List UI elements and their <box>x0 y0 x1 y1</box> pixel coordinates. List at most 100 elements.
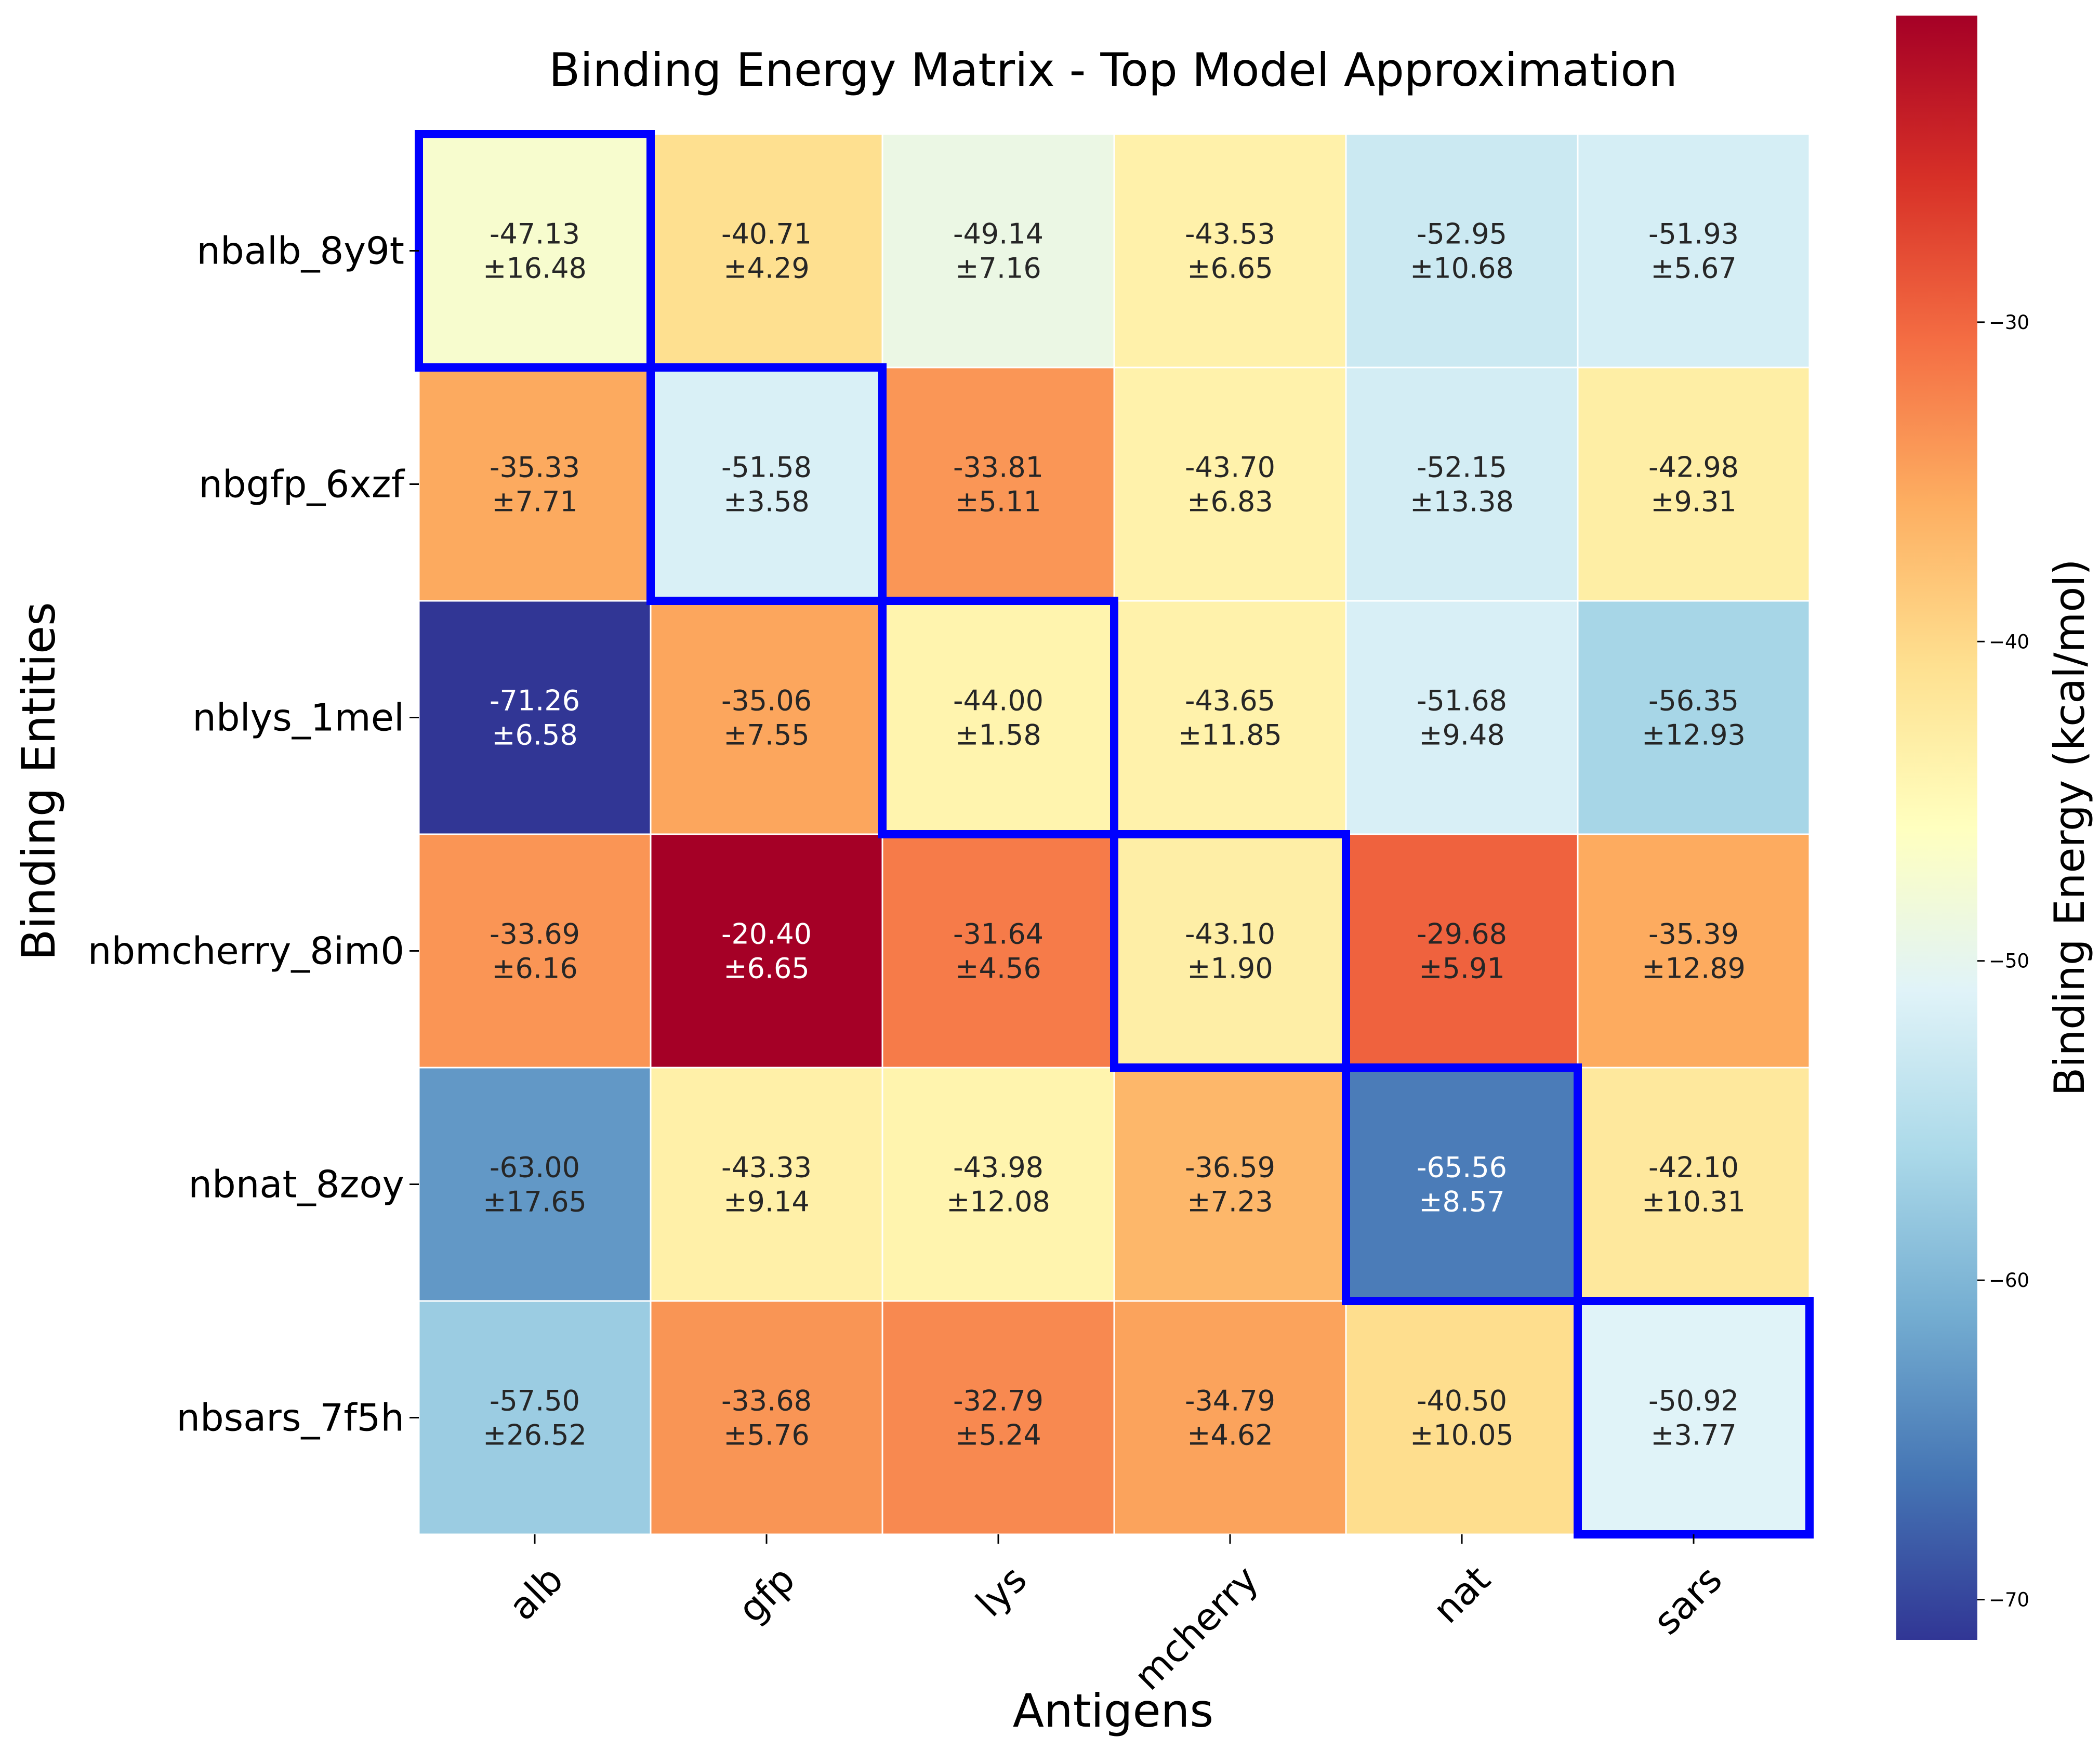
x-tick-label-group: mcherry <box>1126 1557 1267 1699</box>
heatmap-cell <box>650 833 883 1069</box>
heatmap-cell-labels: -47.13±16.48 -40.71±4.29 -49.14±7.16 -43.53… <box>483 218 1746 1452</box>
cell-error: ±10.31 <box>1642 1186 1746 1218</box>
cell-value: -42.10 <box>1648 1151 1739 1184</box>
cell-error: ±12.93 <box>1642 719 1746 752</box>
cell-value: -40.50 <box>1417 1385 1507 1417</box>
cell-error: ±4.56 <box>955 952 1041 985</box>
heatmap-cell <box>881 133 1115 369</box>
cell-error: ±9.14 <box>723 1186 809 1218</box>
cell-error: ±10.68 <box>1410 252 1514 285</box>
heatmap-cell <box>1345 133 1579 369</box>
cell-value: -44.00 <box>953 685 1044 717</box>
y-tick-label: nbgfp_6xzf <box>199 463 405 506</box>
colorbar-tick-label: −70 <box>1989 1589 2029 1611</box>
heatmap-cell <box>1577 133 1811 369</box>
heatmap-cell <box>1113 1300 1347 1535</box>
cell-error: ±5.67 <box>1650 252 1736 285</box>
x-tick-label: nat <box>1424 1557 1499 1632</box>
cell-error: ±3.58 <box>723 485 809 518</box>
cell-value: -71.26 <box>490 685 580 717</box>
diagonal-highlight-box <box>878 597 1118 838</box>
cell-error: ±12.89 <box>1642 952 1746 985</box>
x-tick-label-group: lys <box>967 1557 1035 1625</box>
cell-value: -34.79 <box>1185 1385 1275 1417</box>
cell-value: -43.98 <box>953 1151 1044 1184</box>
x-tick-label: sars <box>1645 1557 1731 1643</box>
cell-error: ±12.08 <box>946 1186 1050 1218</box>
cell-value: -33.81 <box>953 451 1044 484</box>
heatmap-cell <box>418 366 652 602</box>
colorbar-tick-label: −60 <box>1989 1269 2029 1292</box>
cell-value: -65.56 <box>1417 1151 1507 1184</box>
heatmap-cell <box>418 1300 652 1535</box>
cell-error: ±6.83 <box>1187 485 1273 518</box>
y-tick-label: nbalb_8y9t <box>196 229 404 273</box>
cell-error: ±7.23 <box>1187 1186 1273 1218</box>
cell-value: -40.71 <box>721 218 812 251</box>
svg-text:Binding Entities: Binding Entities <box>12 602 65 961</box>
y-tick-label: nbsars_7f5h <box>176 1396 404 1440</box>
heatmap-cell <box>881 833 1115 1069</box>
cell-error: ±10.05 <box>1410 1419 1514 1452</box>
x-tick-label: mcherry <box>1126 1557 1267 1699</box>
y-axis-ticks: nbalb_8y9t nbgfp_6xzf nblys_1mel nbmcherry_… <box>88 229 419 1440</box>
cell-value: -33.68 <box>721 1385 812 1417</box>
x-tick-label-group: nat <box>1424 1557 1499 1632</box>
heatmap-cell <box>1113 133 1347 369</box>
heatmap-cell <box>1577 833 1811 1069</box>
cell-value: -33.69 <box>490 918 580 951</box>
colorbar-ticks: −30 −40 −50 −60 −70 <box>1977 311 2029 1611</box>
colorbar-tick-label: −40 <box>1989 630 2029 653</box>
heatmap-cell <box>418 833 652 1069</box>
cell-error: ±6.65 <box>723 952 809 985</box>
heatmap-cell <box>650 1300 883 1535</box>
cell-value: -31.64 <box>953 918 1044 951</box>
diagonal-highlights <box>415 130 1814 1538</box>
heatmap-cell <box>1577 1067 1811 1302</box>
cell-value: -43.33 <box>721 1151 812 1184</box>
x-tick-label-group: gfp <box>730 1557 803 1631</box>
diagonal-highlight-box <box>1110 830 1350 1072</box>
heatmap-cell <box>1345 1067 1579 1302</box>
heatmap-cell <box>881 1300 1115 1535</box>
x-tick-label: alb <box>500 1557 572 1628</box>
colorbar-label: Binding Energy (kcal/mol) <box>2045 559 2094 1096</box>
x-tick-label-group: sars <box>1645 1557 1731 1643</box>
cell-error: ±1.90 <box>1187 952 1273 985</box>
cell-value: -56.35 <box>1648 685 1739 717</box>
cell-value: -35.06 <box>721 685 812 717</box>
cell-error: ±7.16 <box>955 252 1041 285</box>
heatmap-cell <box>1577 600 1811 835</box>
cell-error: ±6.65 <box>1187 252 1273 285</box>
heatmap-cell <box>881 600 1115 835</box>
heatmap-cell <box>1113 1067 1347 1302</box>
cell-value: -36.59 <box>1185 1151 1275 1184</box>
heatmap-cell <box>650 133 883 369</box>
cell-value: -51.93 <box>1648 218 1739 251</box>
cell-value: -42.98 <box>1648 451 1739 484</box>
diagonal-highlight-box <box>646 363 887 605</box>
cell-value: -51.68 <box>1417 685 1507 717</box>
cell-value: -43.10 <box>1185 918 1275 951</box>
x-tick-label: gfp <box>730 1557 803 1631</box>
cell-value: -35.39 <box>1648 918 1739 951</box>
heatmap-cell <box>1345 1300 1579 1535</box>
heatmap-cell <box>1113 366 1347 602</box>
cell-value: -32.79 <box>953 1385 1044 1417</box>
heatmap-cell <box>650 1067 883 1302</box>
colorbar <box>1896 16 1977 1640</box>
colorbar-tick-label: −50 <box>1989 950 2029 972</box>
heatmap-cell <box>1577 366 1811 602</box>
cell-value: -43.65 <box>1185 685 1275 717</box>
heatmap-cells <box>418 133 1811 1535</box>
cell-value: -35.33 <box>490 451 580 484</box>
cell-value: -43.70 <box>1185 451 1275 484</box>
cell-error: ±6.16 <box>492 952 577 985</box>
heatmap-cell <box>1577 1300 1811 1535</box>
heatmap-cell <box>418 1067 652 1302</box>
heatmap-cell <box>1113 600 1347 835</box>
diagonal-highlight-box <box>1342 1063 1582 1305</box>
cell-error: ±9.31 <box>1650 485 1736 518</box>
cell-error: ±7.55 <box>723 719 809 752</box>
cell-value: -43.53 <box>1185 218 1275 251</box>
